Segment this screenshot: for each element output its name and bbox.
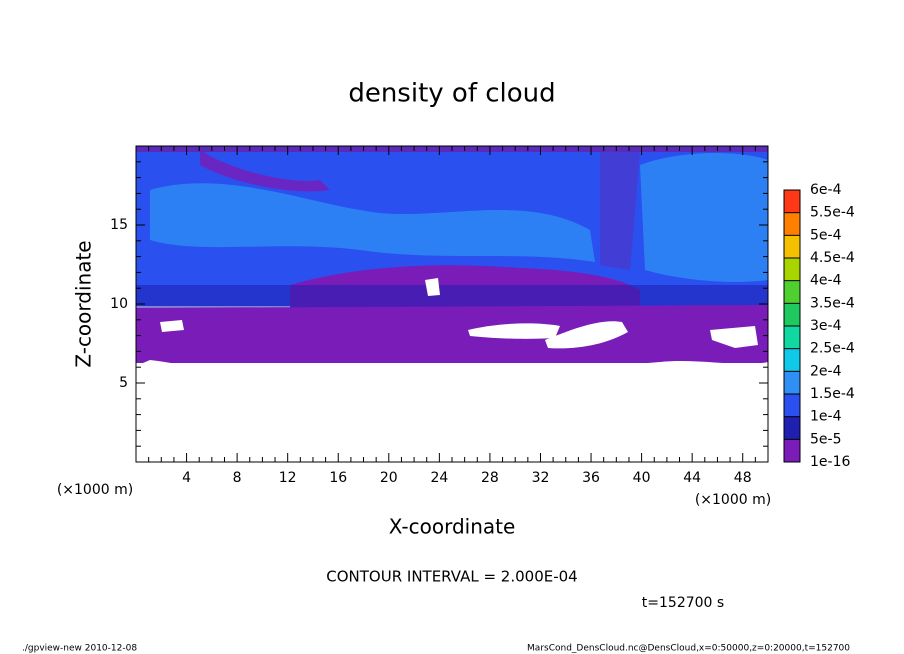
colorbar-bin	[784, 190, 800, 213]
colorbar-bin	[784, 258, 800, 281]
colorbar-label: 3.5e-4	[810, 295, 855, 311]
colorbar-label: 5e-4	[810, 227, 842, 243]
x-tick-label: 16	[329, 470, 347, 486]
colorbar-label: 1e-16	[810, 454, 850, 470]
colorbar-label: 2e-4	[810, 363, 842, 379]
x-tick-label: 20	[380, 470, 398, 486]
colorbar-bin	[784, 394, 800, 417]
x-tick-label: 24	[430, 470, 448, 486]
y-tick-label: 10	[110, 296, 128, 312]
colorbar-bin	[784, 303, 800, 326]
colorbar-bin	[784, 280, 800, 304]
colorbar-label: 2.5e-4	[810, 341, 855, 357]
footer-left: ./gpview-new 2010-12-08	[22, 644, 137, 654]
colorbar-label: 1.5e-4	[810, 386, 855, 402]
colorbar-label: 4.5e-4	[810, 250, 855, 266]
colorbar-label: 5e-5	[810, 431, 841, 447]
x-unit-left: (×1000 m)	[57, 482, 133, 498]
colorbar-label: 5.5e-4	[810, 205, 855, 221]
x-tick-label: 40	[633, 470, 651, 486]
x-tick-label: 28	[481, 470, 499, 486]
x-tick-label: 4	[182, 470, 191, 486]
colorbar-frame	[783, 189, 801, 463]
colorbar-bin	[784, 212, 800, 236]
x-tick-label: 36	[582, 470, 600, 486]
x-tick-label: 8	[233, 470, 242, 486]
x-tick-label: 44	[683, 470, 701, 486]
x-tick-label: 48	[734, 470, 752, 486]
x-tick-label: 32	[532, 470, 550, 486]
chart-title: density of cloud	[348, 79, 555, 109]
colorbar-bin	[784, 235, 800, 258]
time-label: t=152700 s	[642, 595, 724, 611]
footer-right: MarsCond_DensCloud.nc@DensCloud,x=0:5000…	[527, 644, 850, 654]
colorbar-label: 6e-4	[810, 182, 842, 198]
colorbar-bin	[784, 416, 800, 440]
colorbar-label: 4e-4	[810, 273, 842, 289]
colorbar-bin	[784, 371, 800, 394]
colorbar-bin	[784, 439, 800, 462]
contour-field	[136, 146, 768, 462]
colorbar-bin	[784, 326, 800, 349]
y-tick-label: 5	[119, 375, 128, 391]
y-axis-label: Z-coordinate	[72, 240, 96, 367]
contour-interval: CONTOUR INTERVAL = 2.000E-04	[326, 568, 577, 586]
x-tick-label: 12	[279, 470, 297, 486]
x-unit-right: (×1000 m)	[695, 492, 771, 508]
x-axis-label: X-coordinate	[389, 515, 516, 539]
colorbar-label: 1e-4	[810, 409, 842, 425]
colorbar-bin	[784, 348, 800, 372]
colorbar-label: 3e-4	[810, 318, 842, 334]
y-tick-label: 15	[110, 217, 128, 233]
